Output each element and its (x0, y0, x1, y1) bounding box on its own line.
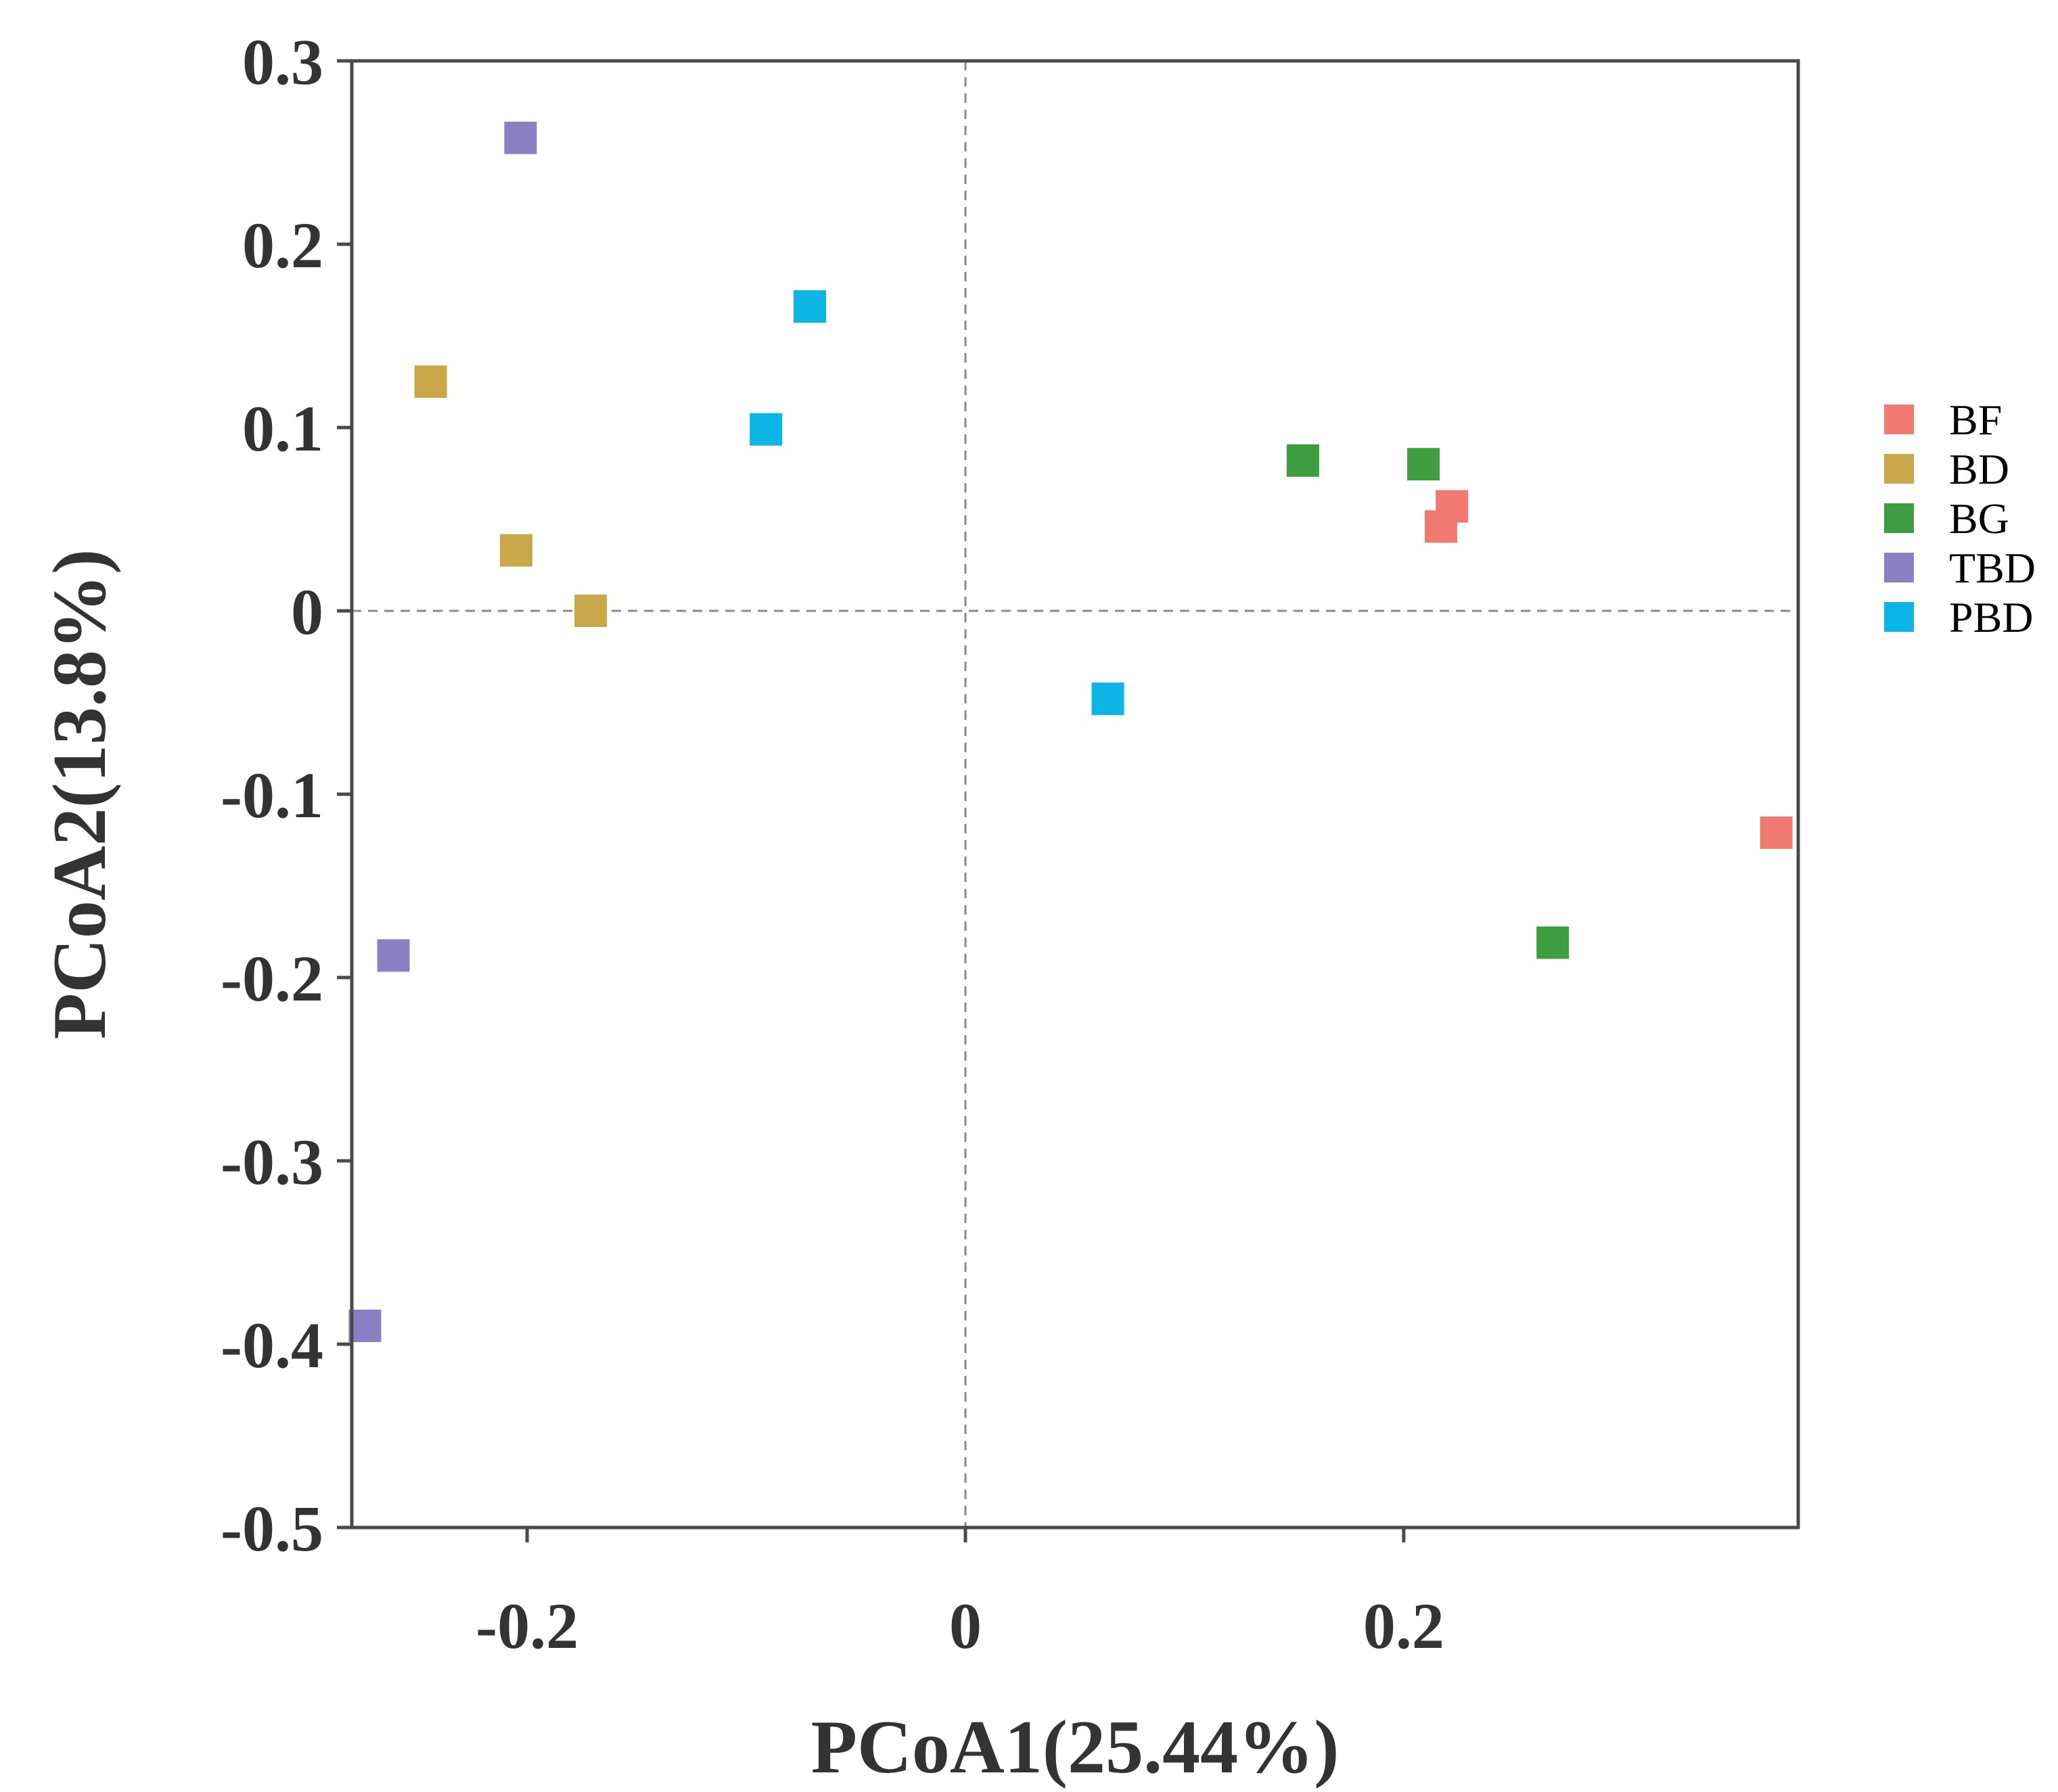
reference-lines (352, 61, 1798, 1527)
point-tbd (504, 121, 537, 154)
y-tick-label: -0.1 (221, 759, 323, 831)
point-bf (1760, 816, 1793, 849)
legend-swatch-bd (1884, 454, 1914, 484)
x-tick-label: 0.2 (1363, 1590, 1444, 1662)
x-tick-label: -0.2 (476, 1590, 578, 1662)
data-points (348, 121, 1793, 1342)
legend-label-bg: BG (1949, 495, 2009, 543)
y-tick-label: -0.4 (221, 1309, 323, 1381)
point-bd (414, 365, 447, 398)
y-axis-title: PCoA2(13.8%) (38, 549, 122, 1040)
y-tick-label: -0.3 (221, 1126, 323, 1198)
legend-label-tbd: TBD (1949, 544, 2036, 592)
y-tick-label: 0.3 (242, 26, 323, 98)
y-tick-label: 0.1 (242, 392, 323, 465)
point-tbd (377, 939, 410, 972)
legend-label-pbd: PBD (1949, 593, 2034, 641)
point-bd (499, 534, 532, 567)
legend-label-bd: BD (1949, 445, 2009, 493)
point-pbd (750, 413, 783, 446)
point-bg (1536, 926, 1570, 959)
y-tick-label: -0.2 (221, 942, 323, 1015)
x-tick-label: 0 (949, 1590, 982, 1662)
point-tbd (348, 1309, 382, 1342)
legend-swatch-bf (1884, 405, 1914, 434)
x-axis: -0.2 0 0.2 (476, 1527, 1444, 1662)
y-tick-label: 0.2 (242, 209, 323, 281)
point-bg (1407, 448, 1440, 481)
y-tick-label: 0 (291, 576, 323, 648)
y-tick-label: -0.5 (221, 1492, 323, 1565)
point-bf (1424, 510, 1457, 543)
legend-swatch-pbd (1884, 602, 1914, 632)
point-bg (1286, 444, 1319, 477)
y-axis: 0.3 0.2 0.1 0 -0.1 -0.2 -0.3 -0.4 -0.5 (221, 26, 352, 1565)
plot-frame (350, 59, 1800, 1530)
point-pbd (794, 290, 827, 323)
x-axis-title: PCoA1(25.44%) (811, 1705, 1340, 1789)
legend-swatch-bg (1884, 503, 1914, 533)
point-bd (574, 595, 608, 627)
legend-swatch-tbd (1884, 553, 1914, 582)
point-pbd (1091, 683, 1124, 716)
legend-label-bf: BF (1949, 396, 2002, 444)
